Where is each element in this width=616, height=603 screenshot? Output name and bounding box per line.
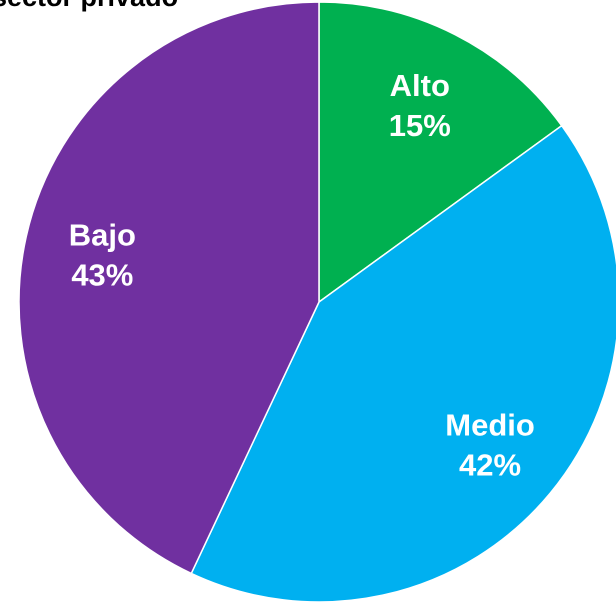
slice-label: Medio [445, 408, 535, 443]
slice-value: 43% [71, 258, 133, 293]
slice-value: 15% [389, 108, 451, 143]
pie-slice [190, 124, 616, 603]
slice-value: 42% [459, 448, 521, 483]
pie-slice [18, 1, 320, 575]
slice-label: Bajo [69, 218, 136, 253]
chart-title: sector privado [0, 0, 178, 12]
slice-label: Alto [390, 68, 450, 103]
pie-slice [318, 1, 563, 304]
